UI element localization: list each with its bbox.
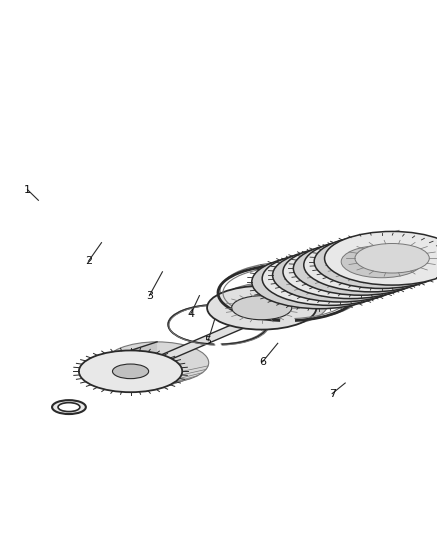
Polygon shape <box>131 342 157 392</box>
Text: 5: 5 <box>205 336 212 345</box>
Ellipse shape <box>283 245 418 298</box>
Ellipse shape <box>52 400 86 414</box>
Ellipse shape <box>300 259 381 291</box>
Ellipse shape <box>293 264 367 293</box>
Text: 2: 2 <box>85 256 92 266</box>
Ellipse shape <box>313 257 388 287</box>
Polygon shape <box>262 282 273 329</box>
Ellipse shape <box>272 248 408 302</box>
Polygon shape <box>129 294 306 376</box>
Text: 3: 3 <box>146 290 153 301</box>
Ellipse shape <box>232 296 292 320</box>
Ellipse shape <box>262 252 397 305</box>
Ellipse shape <box>334 251 409 280</box>
Ellipse shape <box>314 235 438 288</box>
Ellipse shape <box>207 286 316 329</box>
Ellipse shape <box>304 238 438 292</box>
Ellipse shape <box>113 364 148 378</box>
Text: 7: 7 <box>328 389 336 399</box>
Ellipse shape <box>79 351 182 392</box>
Ellipse shape <box>321 252 402 285</box>
Ellipse shape <box>325 231 438 285</box>
Text: 6: 6 <box>259 357 266 367</box>
Ellipse shape <box>219 282 328 326</box>
Polygon shape <box>262 291 282 312</box>
Ellipse shape <box>58 402 80 411</box>
Ellipse shape <box>106 342 208 384</box>
Ellipse shape <box>252 255 387 309</box>
Ellipse shape <box>293 241 428 295</box>
Ellipse shape <box>341 246 422 278</box>
Text: 4: 4 <box>187 309 194 319</box>
Ellipse shape <box>279 266 360 298</box>
Text: 1: 1 <box>24 185 31 195</box>
Ellipse shape <box>355 244 429 273</box>
